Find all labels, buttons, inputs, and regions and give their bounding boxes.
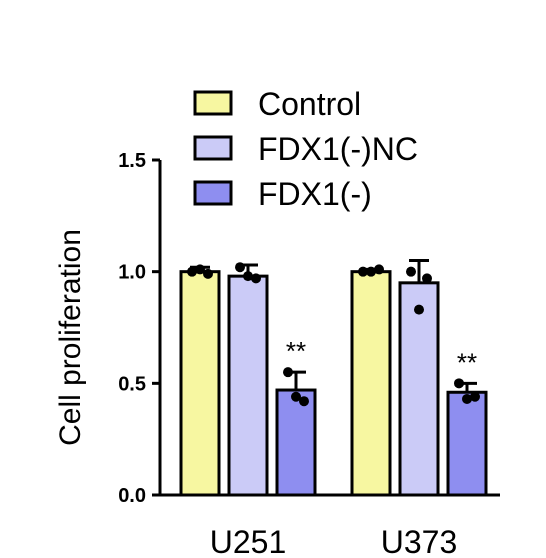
data-point (291, 391, 301, 402)
data-point (366, 266, 376, 277)
legend-label: Control (258, 86, 361, 122)
y-tick-label: 0.0 (118, 485, 146, 507)
legend-swatch (193, 180, 233, 206)
bar (179, 270, 221, 497)
data-point (422, 273, 432, 284)
data-point (235, 262, 245, 273)
bar (227, 274, 269, 497)
data-point (358, 266, 368, 277)
legend-label: FDX1(-)NC (258, 131, 418, 167)
data-point (195, 264, 205, 275)
data-point (406, 266, 416, 277)
y-axis-label: Cell proliferation (54, 229, 87, 446)
data-point (299, 396, 309, 407)
legend-swatch (193, 90, 233, 116)
data-point (203, 268, 213, 279)
x-axis: U251 U373 (158, 493, 500, 558)
bar (398, 281, 440, 497)
data-point (283, 367, 293, 378)
y-axis: 0.0 0.5 1.0 1.5 (118, 150, 162, 507)
legend: Control FDX1(-)NC FDX1(-) (193, 86, 418, 212)
x-tick-label: U251 (210, 524, 287, 558)
legend-label: FDX1(-) (258, 176, 372, 212)
data-point (374, 264, 384, 275)
y-tick-label: 1.0 (118, 262, 146, 284)
legend-swatch (193, 135, 233, 161)
significance-label: ** (286, 336, 306, 366)
data-point (470, 391, 480, 402)
data-point (251, 273, 261, 284)
data-point (414, 304, 424, 315)
bar (275, 388, 317, 497)
data-point (454, 378, 464, 389)
y-tick-label: 1.5 (118, 150, 146, 172)
data-point (243, 271, 253, 282)
data-point (462, 393, 472, 404)
y-tick-label: 0.5 (118, 373, 146, 395)
bar (446, 390, 488, 497)
significance-label: ** (457, 347, 477, 377)
x-tick-label: U373 (381, 524, 458, 558)
bars: ** ** (179, 259, 488, 497)
bar (350, 270, 392, 497)
data-point (187, 266, 197, 277)
